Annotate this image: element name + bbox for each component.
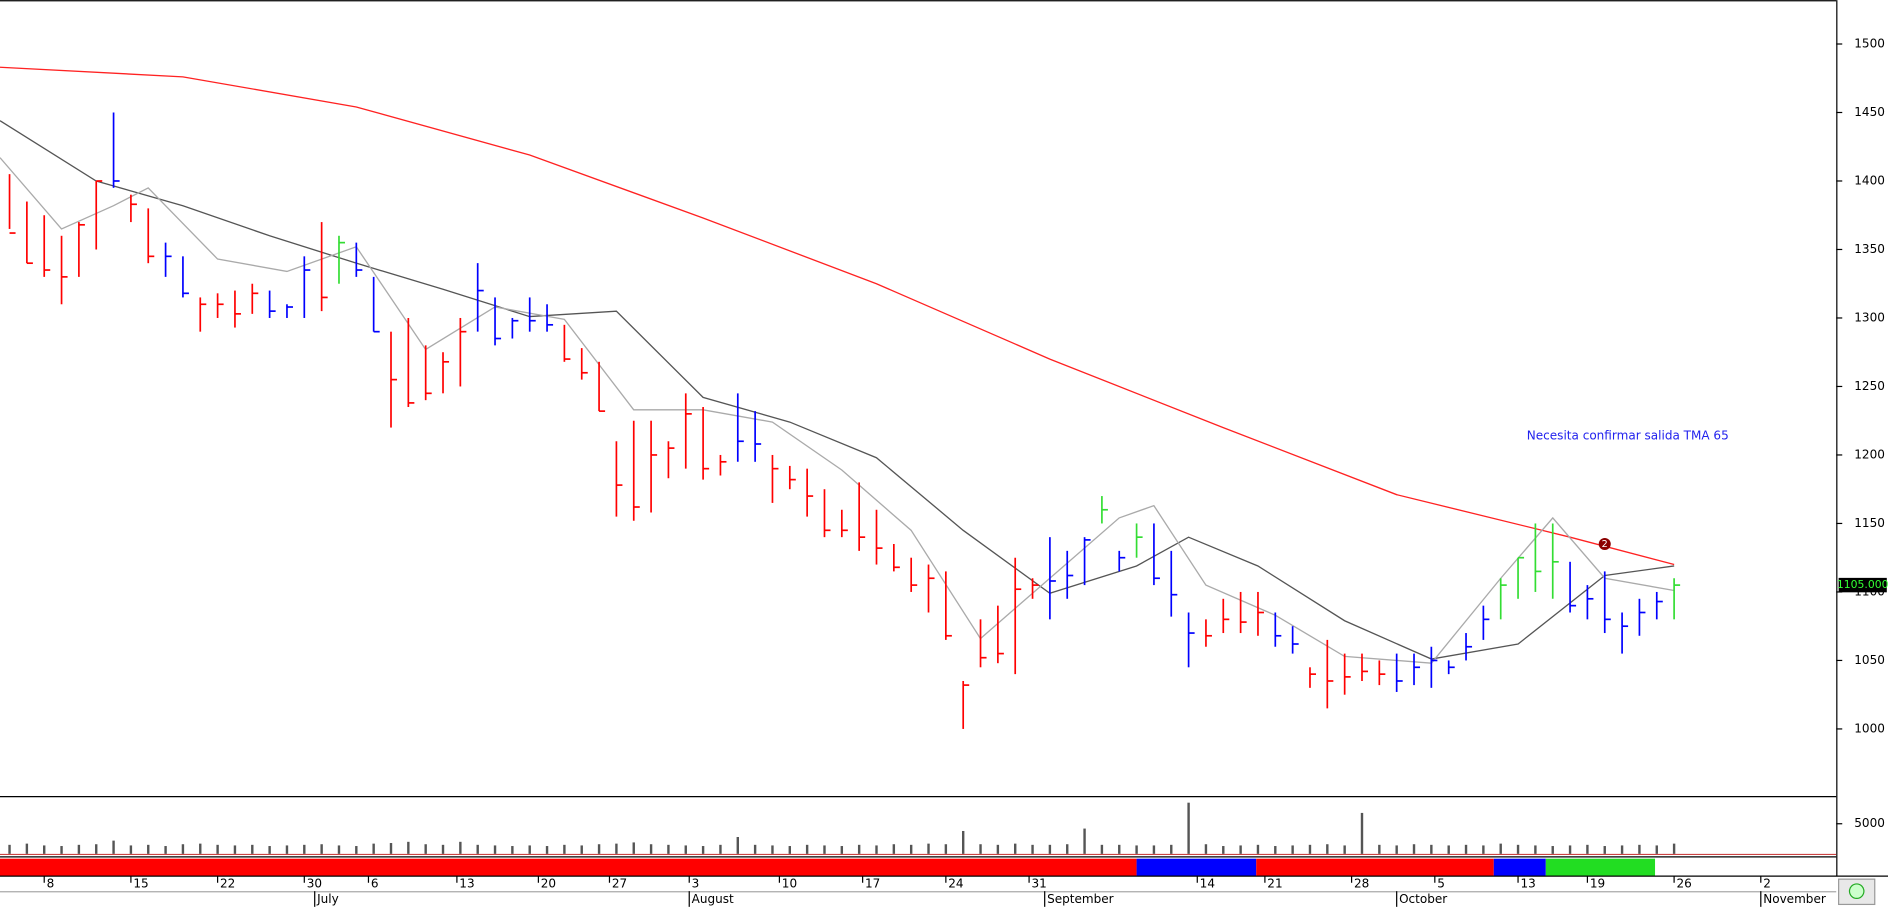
- x-tick-label: 5: [1437, 876, 1445, 890]
- moving-average: [0, 66, 1675, 566]
- x-tick-label: 26: [1677, 876, 1692, 890]
- y-tick-label: 1050: [1854, 653, 1885, 667]
- marker-label: 2: [1602, 539, 1608, 550]
- y-tick-label: 1350: [1854, 242, 1885, 256]
- moving-average: [0, 120, 1675, 660]
- signal-band: [1136, 858, 1257, 876]
- y-tick-label: 1200: [1854, 447, 1885, 461]
- month-label: October: [1399, 892, 1447, 906]
- signal-band: [1545, 858, 1656, 876]
- month-label: July: [316, 892, 339, 906]
- x-tick-label: 28: [1354, 876, 1369, 890]
- y-tick-label: 1150: [1854, 516, 1885, 530]
- month-label: August: [692, 892, 734, 906]
- y-tick-label: 1450: [1854, 105, 1885, 119]
- annotation: Necesita confirmar salida TMA 65: [1527, 429, 1729, 443]
- x-tick-label: 6: [371, 876, 379, 890]
- x-tick-label: 24: [948, 876, 963, 890]
- x-tick-label: 17: [865, 876, 880, 890]
- x-tick-label: 10: [782, 876, 797, 890]
- marker: [1598, 537, 1611, 551]
- last-price-box: [1838, 577, 1887, 593]
- status-icon[interactable]: [1838, 878, 1876, 906]
- x-tick-label: 19: [1590, 876, 1605, 890]
- y-tick-label: 1000: [1854, 721, 1885, 735]
- x-tick-label: 13: [459, 876, 474, 890]
- month-label: September: [1047, 892, 1114, 906]
- x-tick-label: 30: [307, 876, 322, 890]
- signal-band: [1256, 858, 1494, 876]
- signal-band: [0, 858, 1137, 876]
- x-tick-label: 8: [47, 876, 55, 890]
- x-tick-label: 31: [1031, 876, 1046, 890]
- y-tick-label: 1300: [1854, 310, 1885, 324]
- x-tick-label: 22: [220, 876, 235, 890]
- x-tick-label: 13: [1520, 876, 1535, 890]
- x-tick-label: 14: [1200, 876, 1215, 890]
- y-tick-label: 1250: [1854, 379, 1885, 393]
- volume-tick-label: 5000: [1854, 816, 1885, 830]
- last-price-label: 1105.000: [1837, 578, 1888, 591]
- x-tick-label: 15: [133, 876, 148, 890]
- smiley-icon: [1848, 883, 1865, 900]
- signal-band: [1493, 858, 1546, 876]
- y-tick-label: 1400: [1854, 173, 1885, 187]
- x-tick-label: 21: [1267, 876, 1282, 890]
- x-tick-label: 2: [1763, 876, 1771, 890]
- x-tick-label: 3: [692, 876, 700, 890]
- x-tick-label: 20: [541, 876, 556, 890]
- y-tick-label: 1500: [1854, 36, 1885, 50]
- x-tick-label: 27: [612, 876, 627, 890]
- month-label: November: [1763, 892, 1826, 906]
- moving-average: [0, 157, 1675, 664]
